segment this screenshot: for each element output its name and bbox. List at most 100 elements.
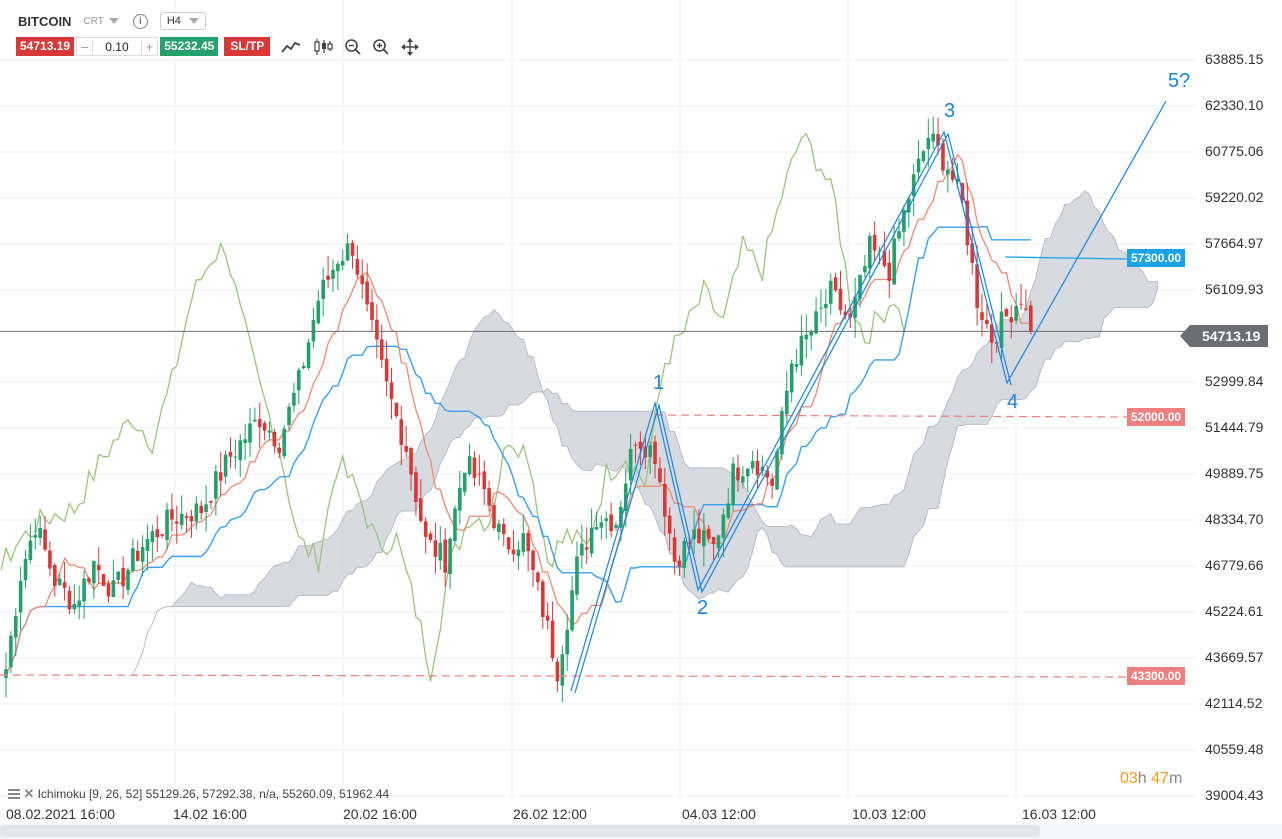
candle-body: [1019, 303, 1023, 305]
candle-body: [345, 243, 350, 261]
candle-body: [272, 431, 277, 447]
candle-body: [394, 402, 399, 417]
level-tag-57300[interactable]: 57300.00: [1127, 249, 1186, 267]
candle-body: [999, 311, 1004, 348]
candle-body: [809, 331, 813, 336]
level-tag-43300[interactable]: 43300.00: [1127, 667, 1186, 685]
candle-body: [580, 543, 584, 556]
candle-body: [658, 468, 662, 483]
candle-body: [155, 529, 160, 538]
candle-body: [550, 620, 555, 659]
price-tick-label: 48334.70: [1205, 511, 1264, 527]
candle-body: [384, 358, 389, 382]
candle-body: [194, 503, 199, 522]
candle-body: [116, 571, 121, 580]
candle-body: [726, 503, 731, 518]
candle-body: [799, 335, 804, 366]
info-icon[interactable]: i: [132, 13, 148, 29]
symbol-dropdown-icon[interactable]: [108, 18, 119, 24]
candle-body: [989, 324, 994, 343]
candle-body: [931, 133, 935, 142]
quantity-input[interactable]: 0.10: [92, 39, 142, 54]
candle-body: [619, 506, 623, 528]
sl-tp-button[interactable]: SL/TP: [224, 37, 271, 56]
buy-button[interactable]: 55232.45: [160, 37, 219, 56]
candle-body: [355, 259, 360, 275]
wave-label-4: 4: [1007, 391, 1019, 413]
candle-body: [985, 319, 989, 325]
symbol-name[interactable]: BITCOIN: [18, 13, 72, 29]
price-tick-label: 39004.43: [1205, 787, 1264, 803]
sell-button[interactable]: 54713.19: [16, 37, 75, 56]
candle-body: [1014, 306, 1018, 321]
wave-label-1: 1: [653, 372, 665, 394]
candle-body: [711, 537, 716, 544]
candle-body: [13, 616, 18, 638]
candle-body: [77, 600, 81, 607]
candle-body: [101, 574, 106, 586]
candle-body: [824, 303, 828, 309]
candle-body: [448, 538, 452, 574]
candle-body: [326, 275, 330, 280]
increase-quantity-button[interactable]: +: [145, 39, 154, 54]
candle-body: [770, 478, 774, 486]
candle-body: [165, 509, 169, 540]
zoom-out-icon[interactable]: [344, 38, 362, 56]
candlestick-icon[interactable]: [312, 38, 334, 56]
level-line-52000: [654, 414, 1128, 418]
quantity-stepper[interactable]: – 0.10 +: [76, 37, 159, 56]
candle-body: [121, 568, 125, 587]
candle-body: [301, 365, 306, 369]
symbol-type: CRT: [83, 15, 104, 27]
candle-body: [477, 473, 482, 475]
candle-body: [589, 527, 594, 554]
candle-body: [614, 524, 618, 528]
candle-body: [175, 521, 179, 524]
indicator-legend[interactable]: ✕ Ichimoku [9, 26, 52] 55129.26, 57292.3…: [8, 786, 389, 802]
candle-body: [360, 275, 365, 285]
level-tag-52000[interactable]: 52000.00: [1127, 408, 1186, 426]
candle-body: [750, 461, 755, 469]
candle-body: [414, 472, 418, 502]
candle-body: [926, 137, 931, 150]
candle-body: [238, 440, 243, 461]
kijun-sen-line: [5, 225, 1031, 676]
price-tick-label: 45224.61: [1205, 603, 1264, 619]
candle-body: [706, 528, 711, 539]
candle-body: [755, 460, 760, 476]
candle-body: [92, 560, 96, 584]
move-icon[interactable]: [400, 37, 420, 57]
candle-body: [179, 513, 184, 526]
candle-body: [350, 242, 355, 256]
candle-body: [745, 468, 750, 477]
candle-body: [57, 578, 62, 586]
elliott-wave-channel: [574, 132, 1012, 694]
line-chart-icon[interactable]: [280, 39, 302, 55]
timer-m: m: [1168, 770, 1183, 787]
close-icon[interactable]: ✕: [23, 786, 35, 801]
candle-body: [140, 546, 145, 562]
candle-body: [199, 505, 203, 514]
candle-body: [623, 483, 628, 512]
candle-body: [277, 447, 282, 454]
candle-body: [911, 174, 916, 197]
level-line-57300: [1004, 256, 1128, 260]
candle-body: [1024, 308, 1028, 310]
candle-body: [609, 514, 613, 532]
trade-panel: 54713.19 – 0.10 + 55232.45 SL/TP: [16, 37, 420, 56]
candle-body: [672, 537, 677, 562]
candle-body: [82, 578, 86, 602]
decrease-quantity-button[interactable]: –: [81, 39, 89, 54]
menu-icon[interactable]: [8, 788, 20, 802]
timeframe-select[interactable]: H4: [159, 12, 206, 30]
candle-body: [663, 483, 667, 517]
candle-body: [28, 540, 33, 560]
zoom-in-icon[interactable]: [372, 38, 390, 56]
timer-hours: 03: [1120, 770, 1138, 787]
candle-body: [594, 527, 599, 530]
date-tick-label: 14.02 16:00: [173, 806, 247, 822]
candle-body: [43, 529, 47, 550]
candle-body: [365, 281, 369, 305]
candle-body: [150, 531, 155, 543]
